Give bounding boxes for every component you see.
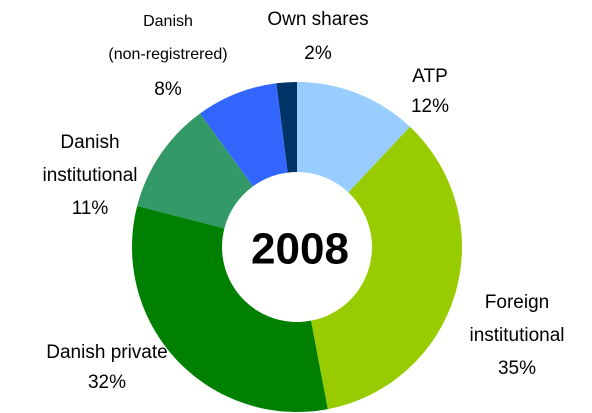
slice-label: Foreign institutional — [469, 292, 564, 346]
donut-slice — [276, 82, 297, 173]
value-label: 8% — [154, 79, 182, 100]
slice-label: Danish private — [46, 342, 167, 363]
donut-slice — [132, 205, 328, 412]
donut-slice — [311, 126, 463, 410]
center-label: 2008 — [251, 225, 349, 274]
slice-label: Own shares — [267, 9, 368, 30]
value-label: 11% — [72, 198, 109, 219]
slice-label: ATP — [412, 66, 448, 87]
value-label: 12% — [411, 96, 449, 117]
donut-slice — [200, 83, 288, 187]
donut-slice — [137, 113, 253, 229]
value-label: 32% — [88, 372, 126, 393]
value-label: 35% — [498, 358, 536, 379]
value-label: 2% — [304, 43, 332, 64]
slice-label: Danish (non-registrered) — [108, 13, 227, 63]
donut-slice — [297, 82, 410, 193]
slice-label: Danish institutional — [42, 132, 137, 186]
